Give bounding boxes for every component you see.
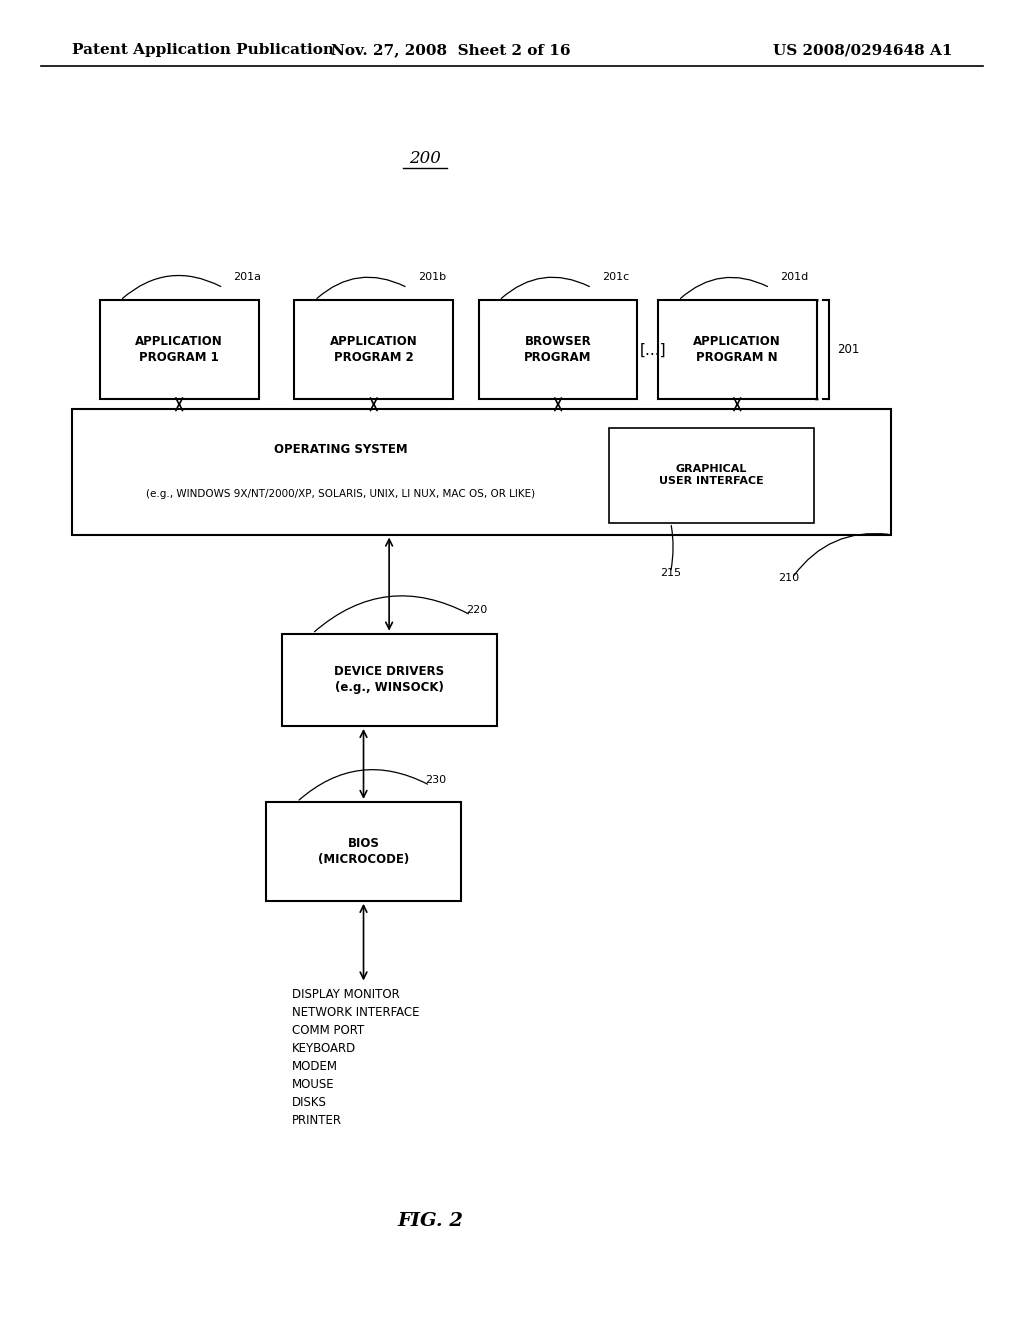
Bar [266,801,461,900]
Text: BIOS
(MICROCODE): BIOS (MICROCODE) [317,837,410,866]
Text: 201a: 201a [233,272,261,282]
Text: 220: 220 [466,605,487,615]
Bar [479,300,637,399]
Text: 201: 201 [838,343,860,356]
Bar [282,634,497,726]
Text: OPERATING SYSTEM: OPERATING SYSTEM [273,442,408,455]
Text: 210: 210 [778,573,800,583]
Text: NETWORK INTERFACE: NETWORK INTERFACE [292,1006,420,1019]
Text: KEYBOARD: KEYBOARD [292,1043,356,1056]
Text: MODEM: MODEM [292,1060,338,1073]
Text: APPLICATION
PROGRAM N: APPLICATION PROGRAM N [693,335,781,364]
Bar [295,300,453,399]
Text: GRAPHICAL
USER INTERFACE: GRAPHICAL USER INTERFACE [659,465,764,486]
Text: 230: 230 [425,775,446,785]
Text: DISKS: DISKS [292,1097,327,1109]
Text: 201d: 201d [780,272,809,282]
Text: PRINTER: PRINTER [292,1114,342,1127]
Text: APPLICATION
PROGRAM 1: APPLICATION PROGRAM 1 [135,335,223,364]
Bar [657,300,817,399]
Bar [99,300,258,399]
Text: DISPLAY MONITOR: DISPLAY MONITOR [292,989,399,1002]
Text: 215: 215 [660,568,682,578]
Text: (e.g., WINDOWS 9X/NT/2000/XP, SOLARIS, UNIX, LI NUX, MAC OS, OR LIKE): (e.g., WINDOWS 9X/NT/2000/XP, SOLARIS, U… [145,490,536,499]
Text: BROWSER
PROGRAM: BROWSER PROGRAM [524,335,592,364]
Text: COMM PORT: COMM PORT [292,1024,365,1038]
Text: DEVICE DRIVERS
(e.g., WINSOCK): DEVICE DRIVERS (e.g., WINSOCK) [334,665,444,694]
Text: FIG. 2: FIG. 2 [397,1212,463,1230]
Text: Patent Application Publication: Patent Application Publication [72,44,334,57]
Bar [72,409,891,535]
Text: APPLICATION
PROGRAM 2: APPLICATION PROGRAM 2 [330,335,418,364]
Text: Nov. 27, 2008  Sheet 2 of 16: Nov. 27, 2008 Sheet 2 of 16 [331,44,570,57]
Text: US 2008/0294648 A1: US 2008/0294648 A1 [773,44,952,57]
Bar [609,428,814,523]
Text: 201b: 201b [418,272,445,282]
Text: [...]: [...] [640,342,667,358]
Text: MOUSE: MOUSE [292,1078,335,1092]
Text: 200: 200 [409,150,441,166]
Text: 201c: 201c [602,272,630,282]
